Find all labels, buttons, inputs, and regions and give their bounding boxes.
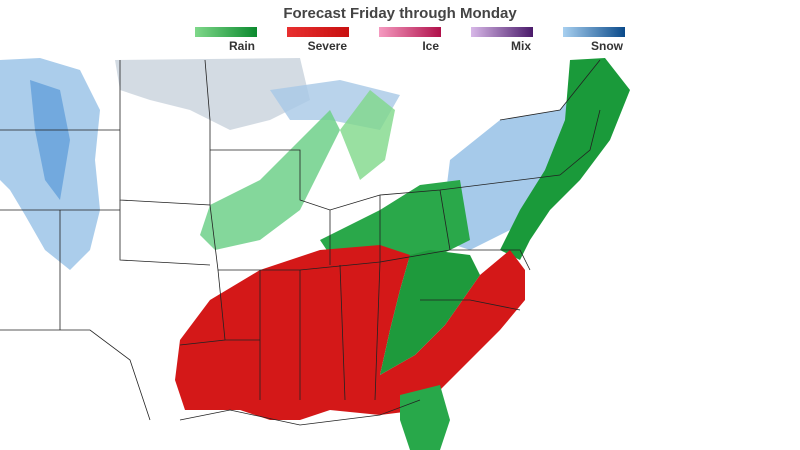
legend-label: Snow: [591, 39, 624, 53]
legend-label: Rain: [229, 39, 255, 53]
legend-swatch: [195, 27, 257, 37]
legend: Rain Severe Ice Mix Snow: [195, 27, 625, 53]
map-title: Forecast Friday through Monday: [283, 5, 517, 22]
legend-label: Ice: [422, 39, 439, 53]
legend-label: Severe: [308, 39, 348, 53]
legend-swatch: [287, 27, 349, 37]
legend-swatch: [471, 27, 533, 37]
legend-label: Mix: [511, 39, 531, 53]
legend-swatch: [379, 27, 441, 37]
map-area: [0, 56, 800, 450]
legend-swatch: [563, 27, 625, 37]
